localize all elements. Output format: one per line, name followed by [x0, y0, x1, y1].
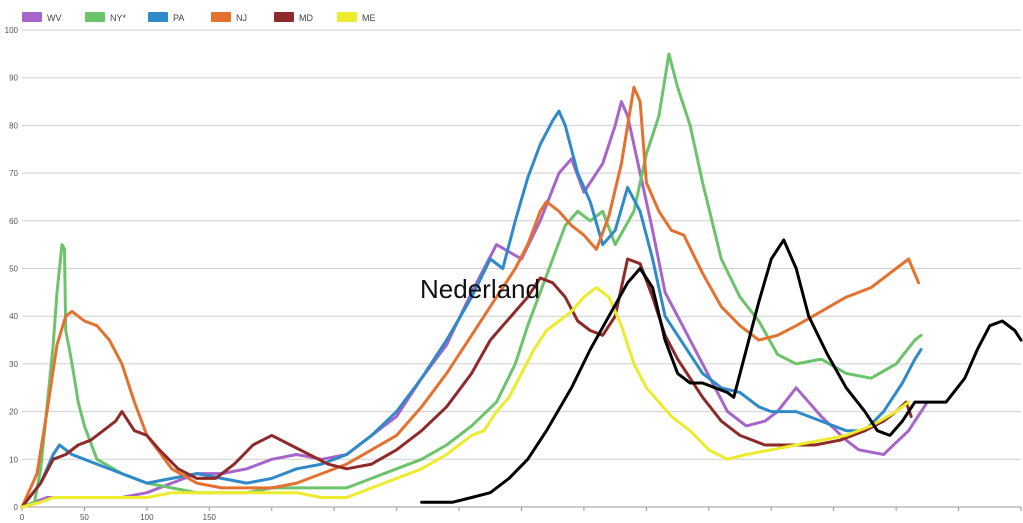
y-tick-label: 40 — [9, 312, 18, 321]
legend-swatch — [274, 12, 294, 22]
legend-label: PA — [173, 13, 184, 23]
x-tick-label: 50 — [80, 513, 89, 522]
y-tick-label: 60 — [9, 217, 18, 226]
legend-swatch — [337, 12, 357, 22]
series-line-nj — [20, 85, 921, 509]
legend-item-pa[interactable]: PA — [148, 12, 184, 23]
legend-item-ny[interactable]: NY* — [85, 12, 127, 23]
legend-swatch — [22, 12, 42, 22]
legend-label: WV — [47, 13, 62, 23]
x-tick-label: 100 — [140, 513, 154, 522]
y-tick-label: 90 — [9, 74, 18, 83]
x-tick-label: 150 — [203, 513, 217, 522]
annotation-label: Nederland — [420, 274, 540, 304]
legend-label: MD — [299, 13, 313, 23]
legend-swatch — [148, 12, 168, 22]
series-line-wv — [20, 100, 929, 509]
legend-label: ME — [362, 13, 376, 23]
series-line-ny — [20, 52, 923, 509]
legend-swatch — [211, 12, 231, 22]
y-tick-label: 20 — [9, 408, 18, 417]
y-tick-label: 70 — [9, 169, 18, 178]
legend[interactable]: WV NY* PA NJ MD ME — [22, 12, 376, 23]
grid — [22, 29, 1021, 508]
legend-label: NJ — [236, 13, 247, 23]
legend-item-wv[interactable]: WV — [22, 12, 62, 23]
legend-swatch — [85, 12, 105, 22]
series-line-pa — [20, 109, 923, 509]
y-tick-label: 10 — [9, 455, 18, 464]
legend-item-me[interactable]: ME — [337, 12, 376, 23]
legend-item-nj[interactable]: NJ — [211, 12, 247, 23]
y-tick-label: 50 — [9, 265, 18, 274]
x-tick-label: 0 — [20, 513, 25, 522]
series-line-me — [20, 286, 911, 509]
y-tick-label: 30 — [9, 360, 18, 369]
series-line-unlabeled — [420, 238, 1023, 504]
series-line-md — [20, 257, 913, 509]
axes: 0 10 20 30 40 50 60 70 80 90 100 0 50 100 150 — [5, 26, 1022, 522]
legend-label: NY* — [110, 13, 127, 23]
y-tick-label: 0 — [14, 503, 19, 512]
legend-item-md[interactable]: MD — [274, 12, 313, 23]
y-tick-label: 80 — [9, 121, 18, 130]
y-tick-label: 100 — [5, 26, 19, 35]
series-lines — [20, 52, 1023, 509]
